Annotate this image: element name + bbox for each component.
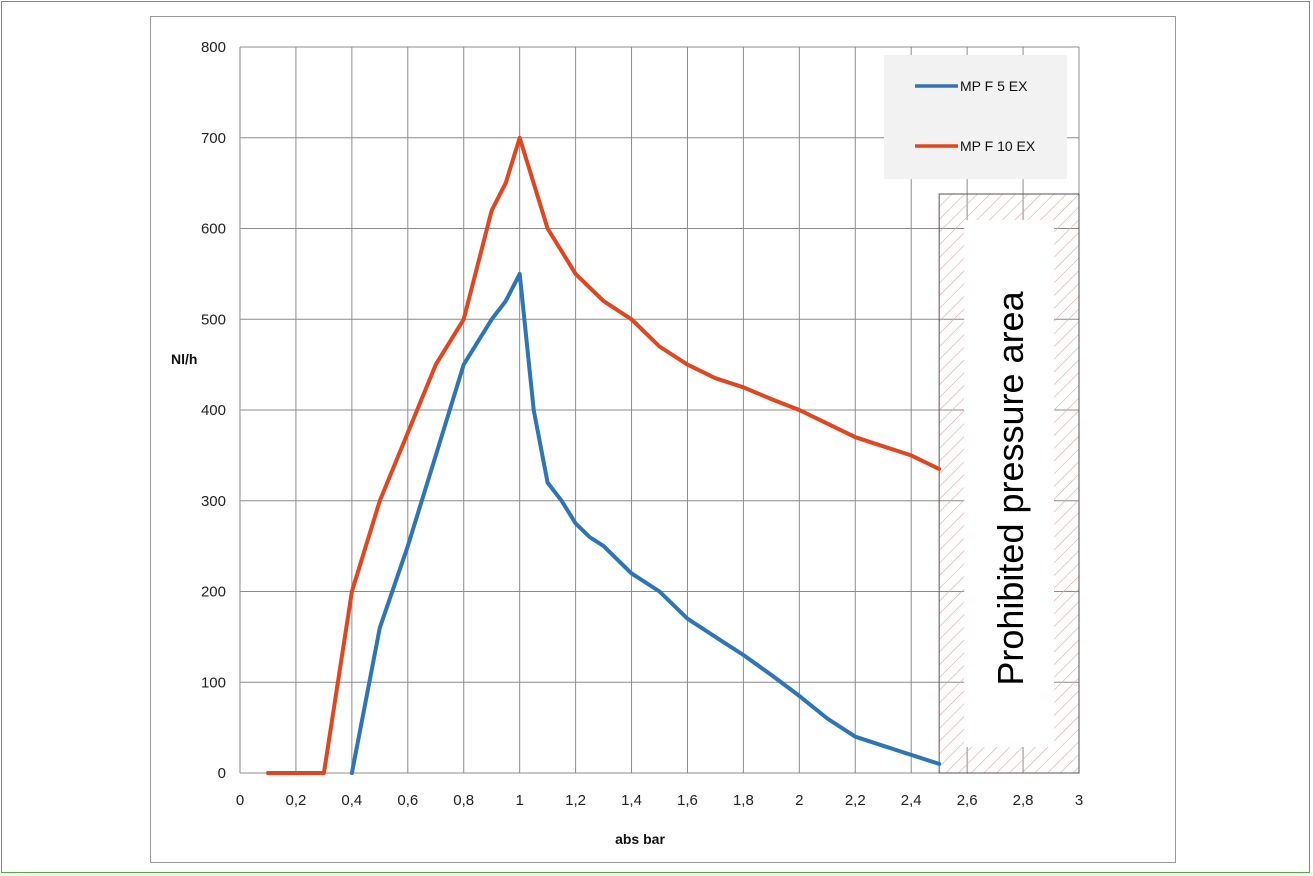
x-tick-label: 0,8 [453, 792, 474, 809]
x-tick-label: 2,4 [901, 792, 922, 809]
legend-label-mp-f-10-ex: MP F 10 EX [960, 138, 1036, 154]
y-tick-label: 100 [201, 674, 226, 691]
x-tick-label: 2 [795, 792, 803, 809]
y-tick-label: 600 [201, 221, 226, 238]
x-tick-label: 0,6 [397, 792, 418, 809]
prohibited-area-label: Prohibited pressure area [990, 290, 1031, 685]
series-group [266, 135, 942, 775]
prohibited-area: Prohibited pressure area [938, 193, 1080, 774]
chart-area-border [150, 16, 1176, 863]
x-tick-label: 1,8 [733, 792, 754, 809]
legend: MP F 5 EX MP F 10 EX [884, 55, 1067, 179]
x-tick-label: 3 [1075, 792, 1083, 809]
y-tick-label: 400 [201, 402, 226, 419]
series-line-mp-f-10-ex [266, 135, 942, 775]
y-tick-label: 200 [201, 584, 226, 601]
x-tick-label: 1 [515, 792, 523, 809]
y-tick-label: 0 [218, 765, 226, 782]
x-tick-label: 2,6 [957, 792, 978, 809]
y-tick-label: 800 [201, 39, 226, 56]
x-axis-label: abs bar [615, 831, 665, 847]
legend-box [884, 55, 1067, 179]
x-tick-label: 0 [236, 792, 244, 809]
y-tick-label: 300 [201, 493, 226, 510]
x-tick-label: 0,4 [341, 792, 362, 809]
x-tick-label: 2,2 [845, 792, 866, 809]
y-axis-label: Nl/h [171, 351, 197, 367]
x-tick-label: 1,4 [621, 792, 642, 809]
y-tick-label: 500 [201, 311, 226, 328]
series-line-mp-f-5-ex [349, 271, 942, 775]
x-tick-label: 1,2 [565, 792, 586, 809]
legend-label-mp-f-5-ex: MP F 5 EX [960, 78, 1028, 94]
tick-labels: 0 0,2 0,4 0,6 0,8 1 1,2 1,4 1,6 1,8 2 2,2 2,4 2,6 2,8 3… [201, 39, 1083, 809]
prohibited-area-label-bg [964, 220, 1054, 747]
x-tick-label: 2,8 [1013, 792, 1034, 809]
y-tick-label: 700 [201, 130, 226, 147]
x-tick-label: 0,2 [286, 792, 307, 809]
x-tick-label: 1,6 [677, 792, 698, 809]
